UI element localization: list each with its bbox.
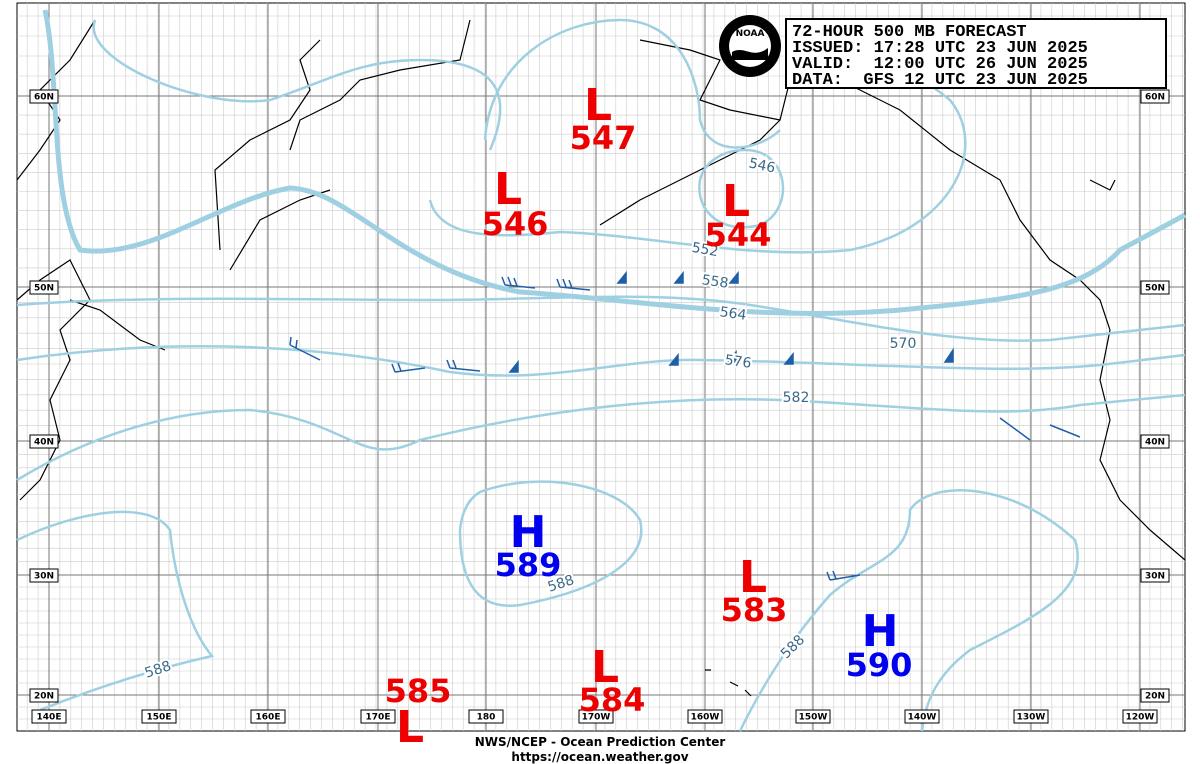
header-line: 72-HOUR 500 MB FORECAST bbox=[792, 23, 1027, 42]
contour bbox=[16, 393, 1186, 482]
label-box bbox=[31, 709, 67, 724]
longitude-label: 150E bbox=[147, 713, 172, 723]
barb-flag bbox=[508, 270, 954, 373]
coastlines bbox=[16, 19, 1186, 697]
longitude-label: 130W bbox=[1017, 713, 1046, 723]
label-box bbox=[29, 280, 59, 295]
label-box bbox=[1013, 709, 1049, 724]
contour bbox=[483, 18, 781, 149]
center-value: 584 bbox=[579, 681, 646, 719]
label-box bbox=[1140, 688, 1170, 703]
label-box bbox=[360, 709, 396, 724]
label-box bbox=[1122, 709, 1158, 724]
latitude-label: 40N bbox=[34, 438, 54, 448]
latitude-label: 60N bbox=[34, 93, 54, 103]
labels: 140E 150E 160E 170E 180 170W 160W 150W 140W 130W 1… bbox=[29, 89, 1170, 724]
grid bbox=[17, 3, 1185, 731]
logo-bird bbox=[732, 48, 768, 60]
center-value: 547 bbox=[570, 119, 637, 157]
header-frame bbox=[785, 18, 1167, 89]
longitude-label: 160E bbox=[256, 713, 281, 723]
contour bbox=[458, 480, 643, 608]
longitude-label: 170W bbox=[582, 713, 611, 723]
contour bbox=[92, 19, 502, 151]
center-symbol: L bbox=[722, 176, 750, 227]
header-line: ISSUED: 17:28 UTC 23 JUN 2025 bbox=[792, 39, 1088, 58]
center-value: 546 bbox=[482, 205, 549, 243]
contour-label: 558 bbox=[701, 272, 730, 292]
center-symbol: L bbox=[494, 164, 522, 215]
label-box bbox=[29, 434, 59, 449]
center-value: 590 bbox=[846, 646, 913, 684]
header-line: DATA: GFS 12 UTC 23 JUN 2025 bbox=[792, 71, 1088, 90]
center-value: 544 bbox=[705, 216, 772, 254]
latitude-label: 30N bbox=[1145, 572, 1165, 582]
contour bbox=[738, 489, 1079, 732]
contour-label: 570 bbox=[890, 336, 917, 352]
contour bbox=[16, 510, 215, 712]
center-symbol: H bbox=[510, 507, 547, 558]
barb bbox=[289, 276, 1081, 581]
longitude-label: 140W bbox=[908, 713, 937, 723]
longitude-label: 150W bbox=[799, 713, 828, 723]
label-box bbox=[29, 89, 59, 104]
latitude-label: 40N bbox=[1145, 438, 1165, 448]
longitude-label: 170E bbox=[366, 713, 391, 723]
footer-line: NWS/NCEP - Ocean Prediction Center bbox=[475, 735, 726, 749]
center-value: 585 bbox=[385, 672, 452, 710]
header-line: VALID: 12:00 UTC 26 JUN 2025 bbox=[792, 55, 1088, 74]
latitude-label: 50N bbox=[1145, 284, 1165, 294]
footer-line: https://ocean.weather.gov bbox=[511, 750, 688, 764]
center-symbol: L bbox=[739, 552, 767, 603]
center-value: 589 bbox=[495, 546, 562, 584]
contour bbox=[16, 345, 1186, 377]
logo-text: NOAA bbox=[736, 29, 765, 39]
header-box: NOAA 72-HOUR 500 MB FORECAST ISSUED: 17:… bbox=[719, 15, 1167, 90]
latitude-label: 30N bbox=[34, 572, 54, 582]
center-symbol: H bbox=[862, 606, 899, 657]
label-box bbox=[1140, 568, 1170, 583]
islands bbox=[705, 179, 1116, 697]
longitude-label: 120W bbox=[1126, 713, 1155, 723]
contour bbox=[42, 9, 1187, 317]
label-box bbox=[29, 568, 59, 583]
label-box bbox=[795, 709, 831, 724]
longitude-label: 140E bbox=[37, 713, 62, 723]
contour-label: 576 bbox=[724, 352, 753, 372]
wind-barbs bbox=[289, 270, 1081, 581]
center-symbol: L bbox=[591, 642, 619, 693]
contours bbox=[16, 9, 1187, 732]
latitude-label: 20N bbox=[1145, 692, 1165, 702]
label-box bbox=[468, 709, 504, 724]
center-value: 583 bbox=[721, 591, 788, 629]
coast-asia bbox=[16, 19, 471, 501]
longitude-label: 180 bbox=[477, 713, 496, 723]
contour-label: 564 bbox=[719, 304, 748, 324]
contour-label: 582 bbox=[783, 390, 810, 406]
label-box bbox=[687, 709, 723, 724]
latitude-label: 20N bbox=[34, 692, 54, 702]
label-box bbox=[29, 688, 59, 703]
longitude-label: 160W bbox=[691, 713, 720, 723]
contour bbox=[698, 148, 785, 229]
label-box bbox=[578, 709, 614, 724]
latitude-label: 50N bbox=[34, 284, 54, 294]
label-box bbox=[1140, 89, 1170, 104]
label-box bbox=[250, 709, 286, 724]
center-symbol: L bbox=[396, 702, 424, 753]
label-box bbox=[1140, 434, 1170, 449]
contour bbox=[16, 295, 1186, 342]
label-box bbox=[904, 709, 940, 724]
latitude-label: 60N bbox=[1145, 93, 1165, 103]
center-symbol: L bbox=[584, 80, 612, 131]
label-box bbox=[141, 709, 177, 724]
label-box bbox=[1140, 280, 1170, 295]
